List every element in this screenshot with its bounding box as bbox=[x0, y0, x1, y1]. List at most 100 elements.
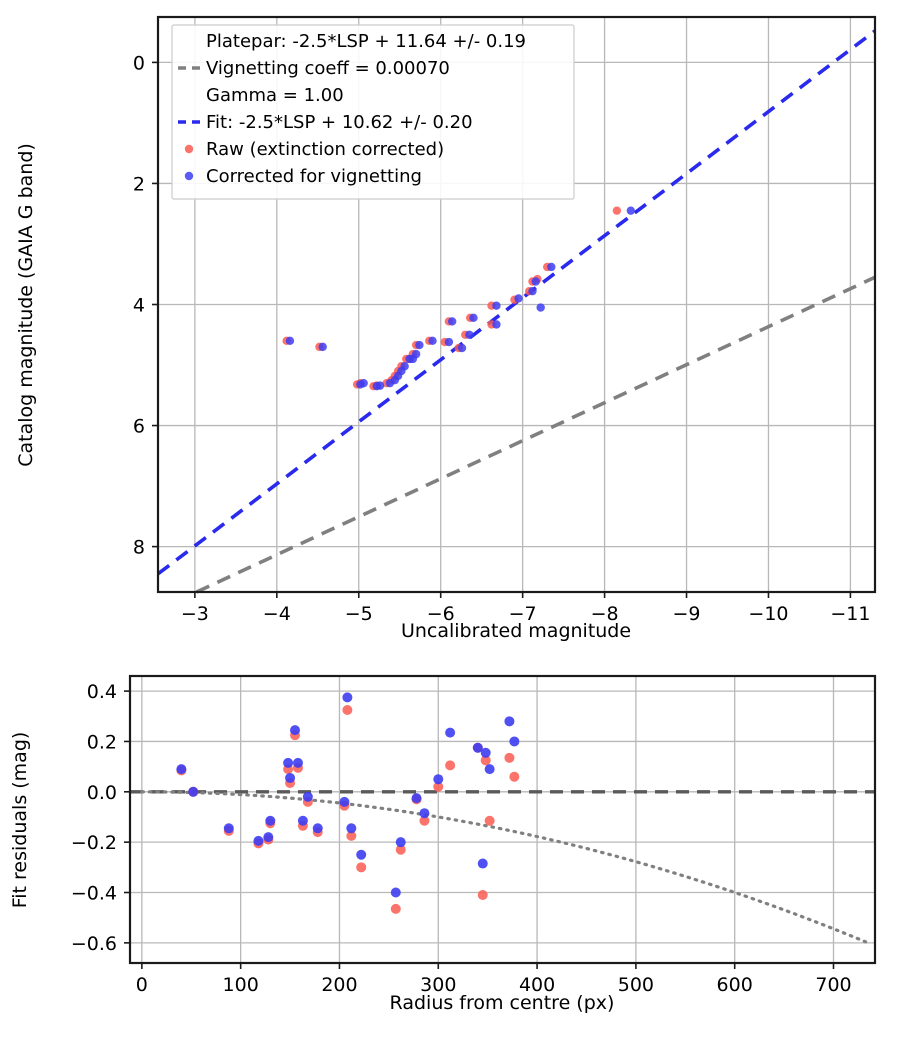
y-tick-label: 0.0 bbox=[87, 782, 117, 804]
residual-point-corrected bbox=[253, 835, 264, 846]
residual-point-raw bbox=[342, 704, 353, 715]
residual-point-corrected bbox=[290, 725, 301, 736]
data-point-corrected bbox=[536, 303, 545, 312]
data-point-corrected bbox=[356, 380, 365, 389]
x-tick-label: 500 bbox=[618, 974, 654, 996]
residual-point-corrected bbox=[302, 791, 313, 802]
data-point-corrected bbox=[528, 286, 537, 296]
tick-marks-top bbox=[152, 61, 852, 598]
data-point-corrected bbox=[492, 320, 501, 329]
residual-point-corrected bbox=[480, 747, 491, 758]
data-point-corrected bbox=[318, 342, 327, 352]
x-axis-label-top: Uncalibrated magnitude bbox=[401, 620, 631, 642]
residual-point-corrected bbox=[263, 832, 274, 843]
data-point-corrected bbox=[447, 317, 457, 326]
residual-point-raw bbox=[395, 844, 406, 855]
legend-label: Platepar: -2.5*LSP + 11.64 +/- 0.19 bbox=[206, 31, 526, 52]
legend-label: Fit: -2.5*LSP + 10.62 +/- 0.20 bbox=[206, 112, 473, 133]
fit-line-platepar bbox=[195, 275, 876, 594]
residual-point-corrected bbox=[292, 757, 303, 768]
legend-marker-swatch bbox=[184, 144, 194, 154]
x-tick-label: 300 bbox=[420, 974, 456, 996]
legend-background bbox=[171, 24, 575, 200]
y-tick-label: 6 bbox=[133, 416, 145, 438]
x-tick-label: −7 bbox=[509, 603, 537, 625]
legend-label: Corrected for vignetting bbox=[206, 166, 422, 187]
residual-point-corrected bbox=[176, 764, 187, 775]
residual-point-corrected bbox=[477, 858, 488, 869]
residual-point-corrected bbox=[395, 837, 406, 848]
scatter-corrected-top bbox=[285, 206, 636, 391]
data-point-corrected bbox=[372, 382, 381, 391]
residual-point-corrected bbox=[265, 815, 276, 826]
residual-point-raw bbox=[480, 755, 491, 766]
residual-point-corrected bbox=[472, 742, 483, 753]
legend-label: Raw (extinction corrected) bbox=[206, 139, 444, 160]
legend-top[interactable]: Platepar: -2.5*LSP + 11.64 +/- 0.19 Vigne… bbox=[171, 24, 575, 200]
data-point-corrected bbox=[469, 313, 478, 323]
scatter-corrected-bottom bbox=[176, 692, 520, 898]
data-point-corrected bbox=[457, 343, 467, 353]
y-tick-label: 0.2 bbox=[87, 731, 117, 753]
legend-marker-swatch bbox=[184, 171, 194, 181]
y-axis-label-bottom: Fit residuals (mag) bbox=[9, 732, 31, 909]
x-tick-label: −10 bbox=[748, 603, 788, 625]
residual-point-corrected bbox=[504, 716, 515, 727]
axes-fit-residuals: 0 100 200 300 400 500 600 700 0.4 0.2 0.0 −0.2 −0.4 −… bbox=[9, 674, 877, 1014]
residual-point-corrected bbox=[356, 849, 367, 860]
x-tick-label: 0 bbox=[136, 974, 148, 996]
data-point-corrected bbox=[492, 301, 501, 310]
x-tick-label: 200 bbox=[321, 974, 357, 996]
residual-point-corrected bbox=[445, 727, 456, 738]
data-point-corrected bbox=[531, 277, 540, 286]
x-tick-label: −6 bbox=[427, 603, 455, 625]
residual-point-corrected bbox=[509, 736, 520, 747]
vignetting-curve bbox=[140, 790, 870, 945]
data-point-raw bbox=[612, 206, 622, 215]
residual-point-corrected bbox=[339, 796, 350, 807]
residual-point-raw bbox=[445, 760, 456, 771]
data-point-corrected bbox=[444, 337, 454, 347]
data-point-corrected bbox=[285, 336, 295, 346]
legend-label: Vignetting coeff = 0.00070 bbox=[206, 58, 450, 79]
tick-marks-bottom bbox=[124, 690, 835, 969]
data-point-corrected bbox=[547, 262, 556, 272]
x-tick-label: −9 bbox=[673, 603, 701, 625]
data-point-corrected bbox=[408, 354, 418, 364]
y-tick-label: 4 bbox=[133, 295, 145, 317]
residual-point-corrected bbox=[433, 774, 444, 785]
x-tick-label: −3 bbox=[181, 603, 209, 625]
residual-point-raw bbox=[346, 830, 357, 841]
y-axis-label-top: Catalog magnitude (GAIA G band) bbox=[15, 143, 37, 467]
y-tick-label: 0 bbox=[133, 52, 145, 74]
y-tick-label: −0.4 bbox=[71, 883, 117, 905]
tick-labels-bottom: 0 100 200 300 400 500 600 700 0.4 0.2 0.0 −0.2 −0.4 −… bbox=[71, 681, 852, 996]
x-tick-label: −5 bbox=[345, 603, 373, 625]
residual-point-raw bbox=[477, 890, 488, 901]
x-tick-label: −8 bbox=[591, 603, 619, 625]
residual-point-corrected bbox=[312, 823, 323, 834]
residual-point-corrected bbox=[223, 823, 234, 834]
y-tick-label: −0.2 bbox=[71, 832, 117, 854]
legend-label: Gamma = 1.00 bbox=[206, 85, 344, 106]
data-point-corrected bbox=[428, 336, 437, 346]
residual-point-corrected bbox=[285, 772, 296, 783]
x-tick-label: 600 bbox=[717, 974, 753, 996]
data-point-corrected bbox=[385, 378, 395, 388]
y-tick-label: 2 bbox=[133, 173, 145, 195]
residual-point-corrected bbox=[411, 793, 422, 804]
residual-point-raw bbox=[390, 903, 401, 914]
residual-point-corrected bbox=[484, 764, 495, 775]
y-tick-label: −0.6 bbox=[71, 933, 117, 955]
residual-point-raw bbox=[509, 771, 520, 782]
residual-point-raw bbox=[504, 752, 515, 763]
axes-frame-bottom bbox=[128, 674, 877, 965]
residual-point-corrected bbox=[419, 808, 430, 819]
residual-point-corrected bbox=[188, 786, 199, 797]
reference-lines-bottom bbox=[130, 790, 875, 945]
residual-point-corrected bbox=[346, 823, 357, 834]
x-tick-label: 400 bbox=[519, 974, 555, 996]
residual-point-raw bbox=[356, 862, 367, 873]
residual-point-raw bbox=[419, 815, 430, 826]
